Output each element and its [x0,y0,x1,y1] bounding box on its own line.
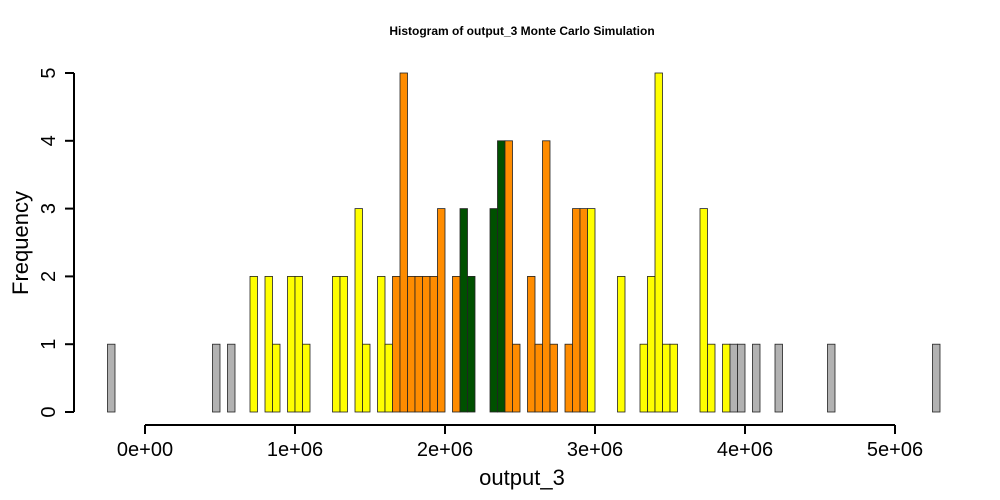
x-axis: 0e+00 1e+06 2e+06 3e+06 4e+06 5e+06 [117,424,923,461]
histogram-bar [647,275,656,413]
histogram-bar [362,343,371,413]
histogram-bar [407,275,416,413]
x-tick-label: 2e+06 [417,439,473,461]
y-axis: 0 1 2 3 4 5 [38,67,75,418]
histogram-bar [392,275,401,413]
y-tick-label: 5 [38,67,60,78]
histogram-bar [662,343,671,413]
histogram-bar [422,275,431,413]
histogram-bar [429,275,438,413]
histogram-bar [227,343,236,413]
histogram-bar [564,343,573,413]
histogram-bar [354,208,363,413]
x-axis-label: output_3 [479,465,565,490]
histogram-bar [272,343,281,413]
histogram-bar [542,140,551,413]
y-tick-label: 0 [38,406,60,417]
histogram-bar [504,140,513,413]
histogram-bar [932,343,941,413]
histogram-bar [497,140,506,413]
histogram-bar [729,343,738,413]
histogram-bar [264,275,273,413]
y-tick-label: 4 [38,135,60,146]
histogram-bar [737,343,746,413]
histogram-bar [587,208,596,413]
histogram-bar [294,275,303,413]
histogram-bar [489,208,498,413]
x-tick-label: 1e+06 [267,439,323,461]
y-tick-label: 2 [38,271,60,282]
y-tick-label: 1 [38,339,60,350]
x-tick-label: 4e+06 [717,439,773,461]
histogram-bar [774,343,783,413]
histogram-bar [459,208,468,413]
histogram-bar [467,275,476,413]
histogram-bar [302,343,311,413]
histogram-bar [579,208,588,413]
histogram-bar [827,343,836,413]
chart-title: Histogram of output_3 Monte Carlo Simula… [389,24,654,38]
histogram-bar [512,343,521,413]
histogram-bar [572,208,581,413]
histogram-bar [332,275,341,413]
histogram-bar [617,275,626,413]
histogram-bar [527,275,536,413]
histogram-bar [452,275,461,413]
histogram-bar [437,208,446,413]
histogram-bar [669,343,678,413]
histogram-bar [212,343,221,413]
histogram-bar [722,343,731,413]
x-tick-label: 3e+06 [567,439,623,461]
histogram-bar [549,343,558,413]
histogram-bar [107,343,116,413]
histogram-bar [249,275,258,413]
x-tick-label: 0e+00 [117,439,173,461]
histogram-bar [377,275,386,413]
histogram-bar [752,343,761,413]
histogram-bar [414,275,423,413]
histogram-bar [707,343,716,413]
bars-group [107,72,941,413]
x-tick-label: 5e+06 [867,439,923,461]
y-axis-label: Frequency [8,191,33,295]
histogram-bar [639,343,648,413]
y-tick-label: 3 [38,203,60,214]
histogram-bar [699,208,708,413]
histogram-bar [339,275,348,413]
histogram-bar [654,72,663,413]
histogram-bar [384,343,393,413]
histogram-bar [534,343,543,413]
histogram-bar [287,275,296,413]
histogram-bar [399,72,408,413]
